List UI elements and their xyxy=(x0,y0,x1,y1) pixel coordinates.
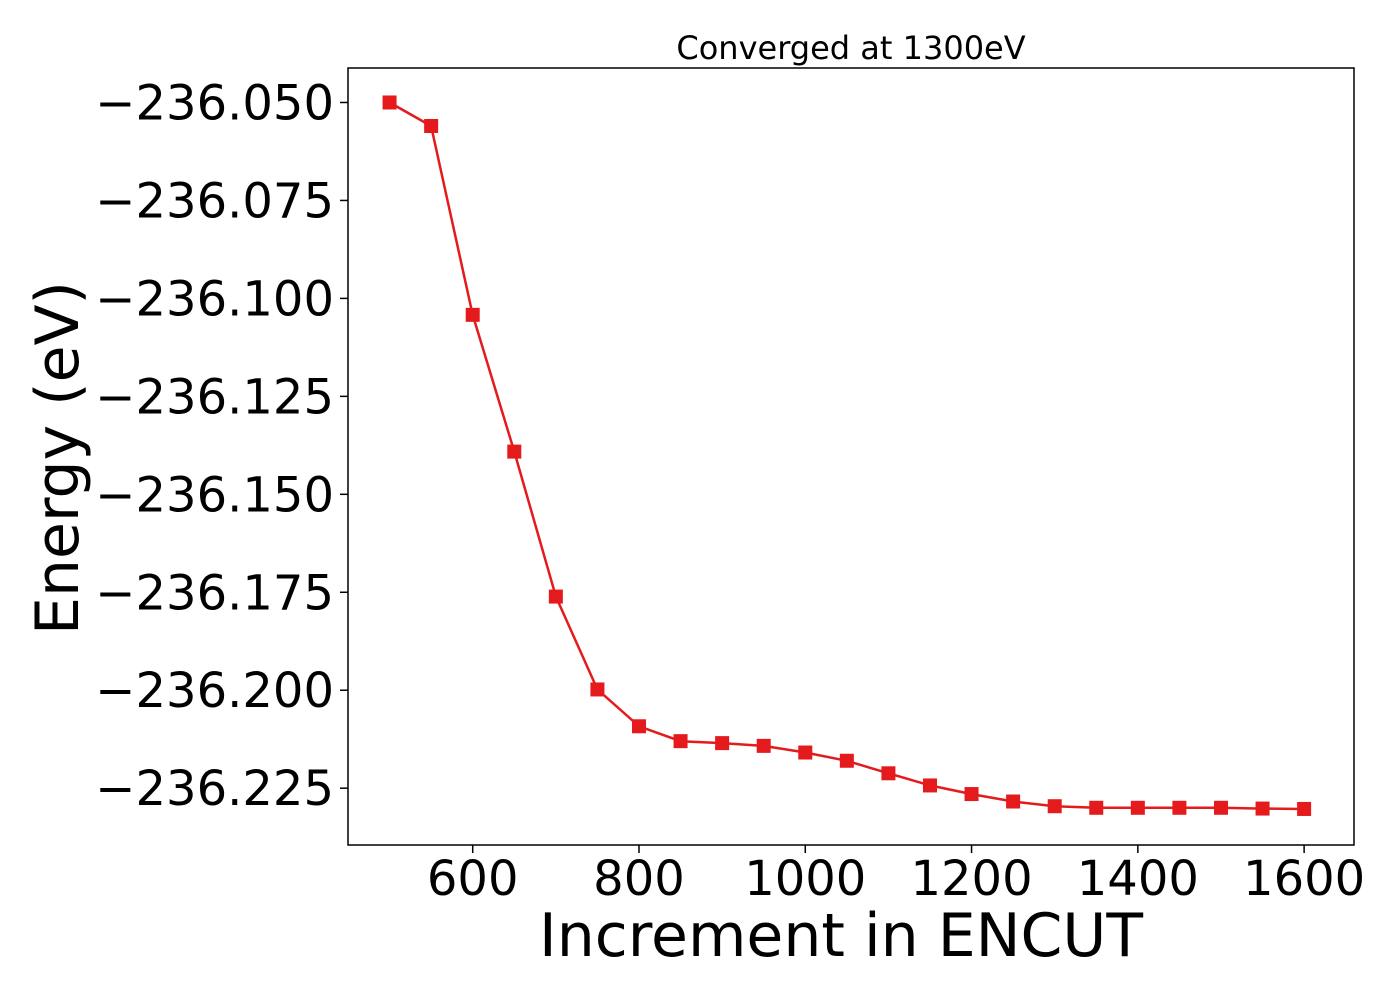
data-point xyxy=(1213,800,1228,815)
data-point xyxy=(465,307,480,322)
data-point xyxy=(1006,794,1021,809)
y-tick-label: −236.125 xyxy=(95,369,334,425)
data-point xyxy=(1130,800,1145,815)
data-point xyxy=(756,738,771,753)
data-point xyxy=(507,444,522,459)
y-tick-label: −236.050 xyxy=(95,75,334,131)
data-point xyxy=(590,682,605,697)
data-point xyxy=(1297,801,1312,816)
x-axis-label: Increment in ENCUT xyxy=(539,901,1143,971)
y-tick-label: −236.175 xyxy=(95,565,334,621)
y-tick-label: −236.100 xyxy=(95,271,334,327)
data-point xyxy=(1089,800,1104,815)
data-point xyxy=(798,745,813,760)
y-tick-label: −236.200 xyxy=(95,663,334,719)
chart-title: Converged at 1300eV xyxy=(676,29,1025,67)
data-point xyxy=(382,95,397,110)
x-tick-label: 800 xyxy=(593,851,685,907)
x-tick-label: 1400 xyxy=(1077,851,1199,907)
data-point xyxy=(631,719,646,734)
y-axis-label: Energy (eV) xyxy=(23,281,93,635)
data-point xyxy=(673,734,688,749)
data-point xyxy=(715,736,730,751)
x-tick-label: 1200 xyxy=(910,851,1032,907)
data-point xyxy=(1047,799,1062,814)
y-tick-label: −236.075 xyxy=(95,173,334,229)
y-tick-label: −236.225 xyxy=(95,761,334,817)
x-axis-ticks: 600 800 1000 1200 1400 1600 xyxy=(427,845,1365,907)
x-tick-label: 1000 xyxy=(744,851,866,907)
data-point xyxy=(964,787,979,802)
y-axis-ticks: −236.050 −236.075 −236.100 −236.125 −236.150… xyxy=(95,75,348,817)
series-layer xyxy=(382,95,1312,816)
data-point xyxy=(881,766,896,781)
data-point xyxy=(922,778,937,793)
plot-frame xyxy=(347,67,1355,846)
data-point xyxy=(839,753,854,768)
data-point xyxy=(1172,800,1187,815)
data-point xyxy=(548,589,563,604)
data-point xyxy=(1255,801,1270,816)
x-tick-label: 1600 xyxy=(1243,851,1365,907)
x-tick-label: 600 xyxy=(427,851,519,907)
y-tick-label: −236.150 xyxy=(95,467,334,523)
data-point xyxy=(424,118,439,133)
